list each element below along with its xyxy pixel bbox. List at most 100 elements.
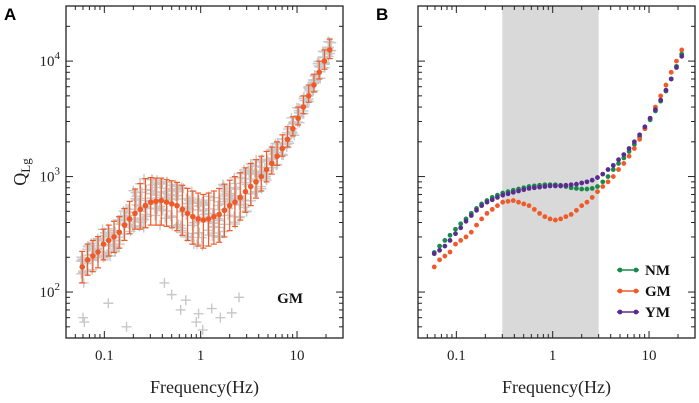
point-ym [558,183,564,189]
raw-measurement-marker [229,217,240,228]
average-q-point [163,199,170,205]
point-gm [437,257,442,263]
point-gm [489,206,495,212]
point-gm [595,189,600,195]
panel-a-y-tick-label: 102 [40,281,61,301]
average-q-point [305,93,312,99]
raw-measurement-marker [166,289,177,300]
point-ym [468,213,474,218]
point-gm [474,222,479,228]
raw-measurement-marker [77,312,88,323]
point-gm [579,203,585,209]
raw-measurement-marker [207,217,218,228]
point-ym [674,65,679,70]
average-q-point [321,58,328,64]
point-gm [431,264,437,270]
point-nm [584,186,590,192]
raw-measurement-marker [170,190,181,201]
average-q-point [216,211,222,218]
point-gm [500,199,506,205]
panel-a-label: A [4,5,16,24]
raw-measurement-marker [226,307,237,318]
point-gm [479,216,485,222]
raw-measurement-marker [199,200,210,211]
average-q-point [211,213,217,220]
point-gm [574,207,579,213]
panel-a-y-tick-label: 104 [40,50,61,70]
average-q-point [269,160,275,167]
raw-measurement-marker [241,206,252,217]
panel-a-x-tick-label: 1 [197,348,205,364]
average-q-point [132,210,138,217]
point-gm [626,153,632,159]
point-gm [600,184,606,189]
legend-marker-nm [633,267,639,273]
raw-measurement-marker [213,230,224,241]
point-nm [579,186,585,192]
point-gm [631,146,637,151]
point-nm [600,179,606,185]
point-ym [542,184,548,189]
raw-measurement-marker [194,227,205,238]
average-q-point [90,253,96,259]
raw-measurement-marker [157,177,168,188]
point-gm [484,210,490,216]
average-q-point [105,237,112,244]
point-ym [621,152,627,157]
point-nm [621,155,627,161]
panel-b-x-tick-label: 1 [549,348,557,364]
raw-measurement-marker [315,73,326,84]
point-ym [489,197,495,203]
average-q-point [179,206,186,213]
point-ym [574,181,579,187]
point-gm [526,203,532,209]
y-axis-title-subscript: Lg [18,158,33,173]
panel-a-y-tick-label: 103 [40,166,61,186]
average-q-point [100,241,107,247]
raw-measurement-marker [193,308,204,319]
point-ym [552,183,558,189]
average-q-point [279,145,286,152]
point-gm [668,69,674,75]
average-q-point [226,202,233,209]
point-ym [442,243,448,249]
panel-b-label: B [376,5,388,24]
average-q-point [126,216,133,222]
raw-measurement-marker [204,203,215,214]
raw-measurement-marker [234,212,245,223]
point-gm [616,167,621,172]
panel-a-x-tick-label: 10 [290,348,305,364]
point-nm [574,185,579,191]
raw-measurement-marker [191,317,202,328]
point-ym [679,53,685,59]
panel-b-x-tick-label: 0.1 [447,348,466,364]
average-q-point [247,183,254,190]
legend-label-gm: GM [645,284,671,300]
point-gm [584,199,590,205]
point-ym [510,189,516,195]
point-gm [621,161,627,166]
point-nm [605,174,611,179]
panel-b-plot-frame [417,5,696,339]
point-ym [479,203,485,209]
raw-measurement-marker [180,295,191,306]
point-ym [589,177,595,183]
point-gm [505,198,511,204]
point-ym [547,183,553,189]
panel-a-y-axis-title: QLg [10,158,33,186]
average-q-point [221,207,228,214]
point-nm [437,243,442,249]
point-gm [605,179,611,185]
panel-a-average-points [79,47,333,270]
panel-b-x-axis-title: Frequency(Hz) [502,377,611,398]
panel-a-axis-ticks [65,5,344,339]
raw-measurement-marker [206,303,217,314]
point-ym [579,180,585,186]
raw-measurement-marker [212,200,223,211]
point-nm [442,238,448,243]
point-ym [568,182,574,188]
point-gm [521,201,527,207]
point-ym [595,175,600,180]
point-gm [542,214,548,220]
average-q-point [153,198,159,205]
